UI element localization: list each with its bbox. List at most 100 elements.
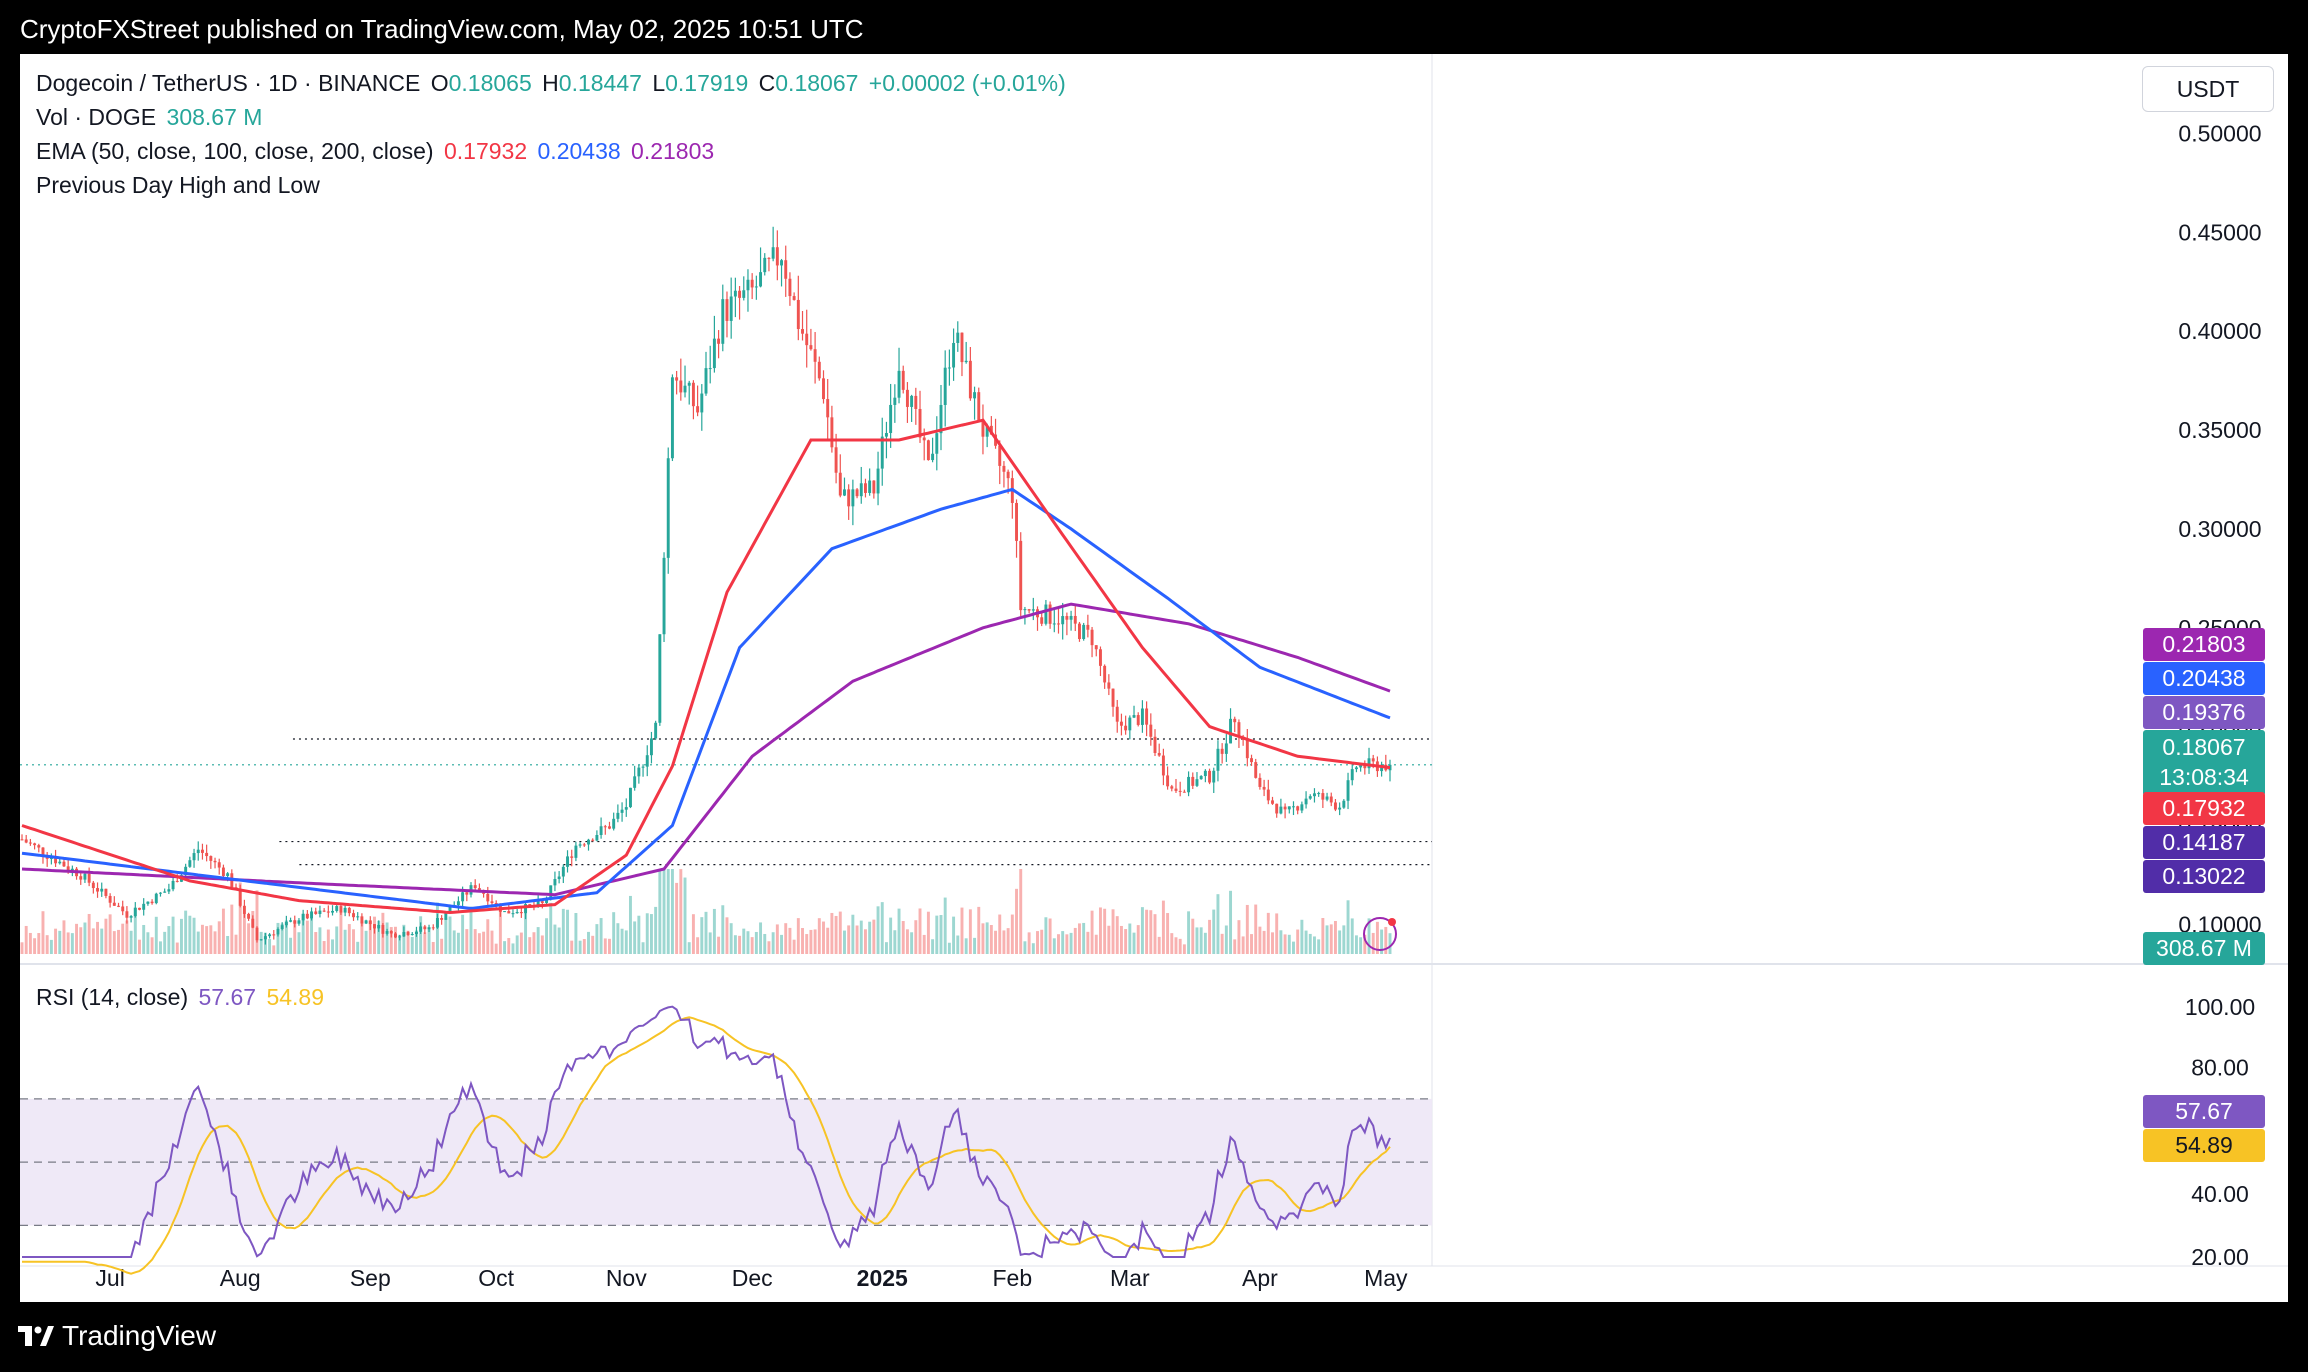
candle: [712, 315, 716, 373]
chart-canvas[interactable]: 0.500000.450000.400000.350000.300000.250…: [20, 54, 2288, 1302]
candle-body: [37, 845, 41, 848]
volume-bar: [381, 912, 385, 954]
candle-body: [310, 911, 314, 919]
volume-bar: [1098, 907, 1102, 954]
candle: [142, 898, 146, 916]
candle-body: [66, 866, 70, 871]
candle: [578, 842, 582, 848]
candle: [775, 230, 779, 281]
volume-bar: [524, 906, 528, 954]
candle-body: [700, 393, 704, 413]
ema-label[interactable]: EMA (50, close, 100, close, 200, close): [36, 138, 434, 164]
tradingview-logo[interactable]: TradingView: [18, 1320, 216, 1352]
candle-body: [1254, 762, 1258, 778]
candle: [566, 850, 569, 873]
volume-bar: [570, 940, 574, 954]
candle: [1170, 784, 1174, 792]
candle: [24, 834, 28, 844]
volume-bar: [28, 932, 32, 954]
candle: [515, 908, 519, 914]
volume-bar: [117, 929, 120, 954]
candle: [1094, 645, 1098, 657]
pdhl-label[interactable]: Previous Day High and Low: [36, 172, 320, 198]
candle-body: [998, 445, 1002, 466]
volume-bar: [1048, 918, 1052, 954]
countdown: 13:08:34: [2159, 764, 2249, 790]
volume-bar: [100, 928, 104, 954]
candle-body: [456, 901, 460, 906]
volume-bar: [121, 923, 125, 954]
volume-bar: [104, 918, 108, 954]
volume-bar: [1010, 914, 1014, 954]
rsi-ma-line: [22, 1016, 1391, 1275]
candle: [125, 906, 129, 924]
candle: [129, 915, 133, 923]
volume-bar: [994, 930, 998, 954]
footer-bar: TradingView: [0, 1302, 2308, 1372]
candle-body: [708, 368, 712, 370]
chart-frame[interactable]: 0.500000.450000.400000.350000.300000.250…: [20, 54, 2288, 1302]
candle: [649, 731, 653, 764]
candle-body: [796, 299, 800, 330]
volume-bar: [1333, 920, 1337, 954]
volume-badge: 308.67 M: [2143, 932, 2265, 965]
volume-bar: [536, 927, 540, 954]
candle: [801, 311, 804, 341]
volume-bar: [763, 933, 767, 954]
candle-body: [691, 382, 695, 407]
candle-body: [1363, 764, 1367, 769]
volume-bar: [838, 911, 842, 954]
candle: [1195, 772, 1199, 788]
volume-bar: [658, 869, 662, 954]
volume-bar: [985, 922, 989, 954]
volume-bar: [587, 931, 590, 954]
candle-body: [1250, 758, 1253, 763]
candle: [931, 437, 935, 463]
candle-body: [49, 858, 53, 860]
candle-body: [1094, 645, 1098, 650]
candle-body: [1153, 736, 1157, 753]
rsi-label[interactable]: RSI (14, close): [36, 984, 189, 1010]
volume-bar: [603, 938, 607, 954]
volume-bar: [473, 929, 477, 954]
volume-bar: [595, 924, 599, 954]
candle: [629, 787, 632, 809]
volume-bar: [998, 914, 1002, 954]
price-tick-label: 0.30000: [2178, 516, 2261, 542]
candle-body: [658, 634, 662, 723]
volume-bar: [561, 908, 565, 954]
currency-button[interactable]: USDT: [2142, 66, 2274, 112]
volume-label[interactable]: Vol · DOGE: [36, 104, 157, 130]
volume-bar: [1208, 919, 1212, 954]
volume-bar: [389, 927, 393, 954]
candle: [1191, 772, 1195, 790]
candle: [608, 821, 611, 830]
volume-bar: [1128, 923, 1132, 954]
volume-bar: [503, 941, 507, 954]
candle-body: [494, 903, 498, 905]
candle-body: [1329, 796, 1333, 803]
symbol-title[interactable]: Dogecoin / TetherUS · 1D · BINANCE: [36, 70, 421, 96]
candle: [557, 871, 561, 884]
volume-bar: [1216, 894, 1220, 954]
candle: [335, 903, 339, 913]
volume-bar: [1061, 931, 1065, 954]
volume-bar: [188, 915, 192, 954]
candle-body: [566, 856, 569, 867]
candle-body: [947, 367, 951, 369]
volume-bar: [721, 905, 725, 954]
volume-bar: [112, 931, 116, 954]
candle-body: [326, 911, 330, 913]
candle-body: [465, 892, 469, 895]
candle-body: [1006, 471, 1010, 479]
level-high-badge: 0.19376: [2143, 696, 2265, 729]
volume-bar: [108, 914, 112, 954]
candle-body: [1073, 615, 1077, 624]
volume-bar: [1187, 911, 1191, 954]
volume-bar: [964, 938, 968, 954]
volume-bar: [1174, 937, 1178, 954]
candle-body: [1124, 725, 1128, 731]
volume-bar: [192, 917, 196, 954]
candle-body: [477, 888, 481, 891]
rsi-line: [22, 1005, 1391, 1259]
